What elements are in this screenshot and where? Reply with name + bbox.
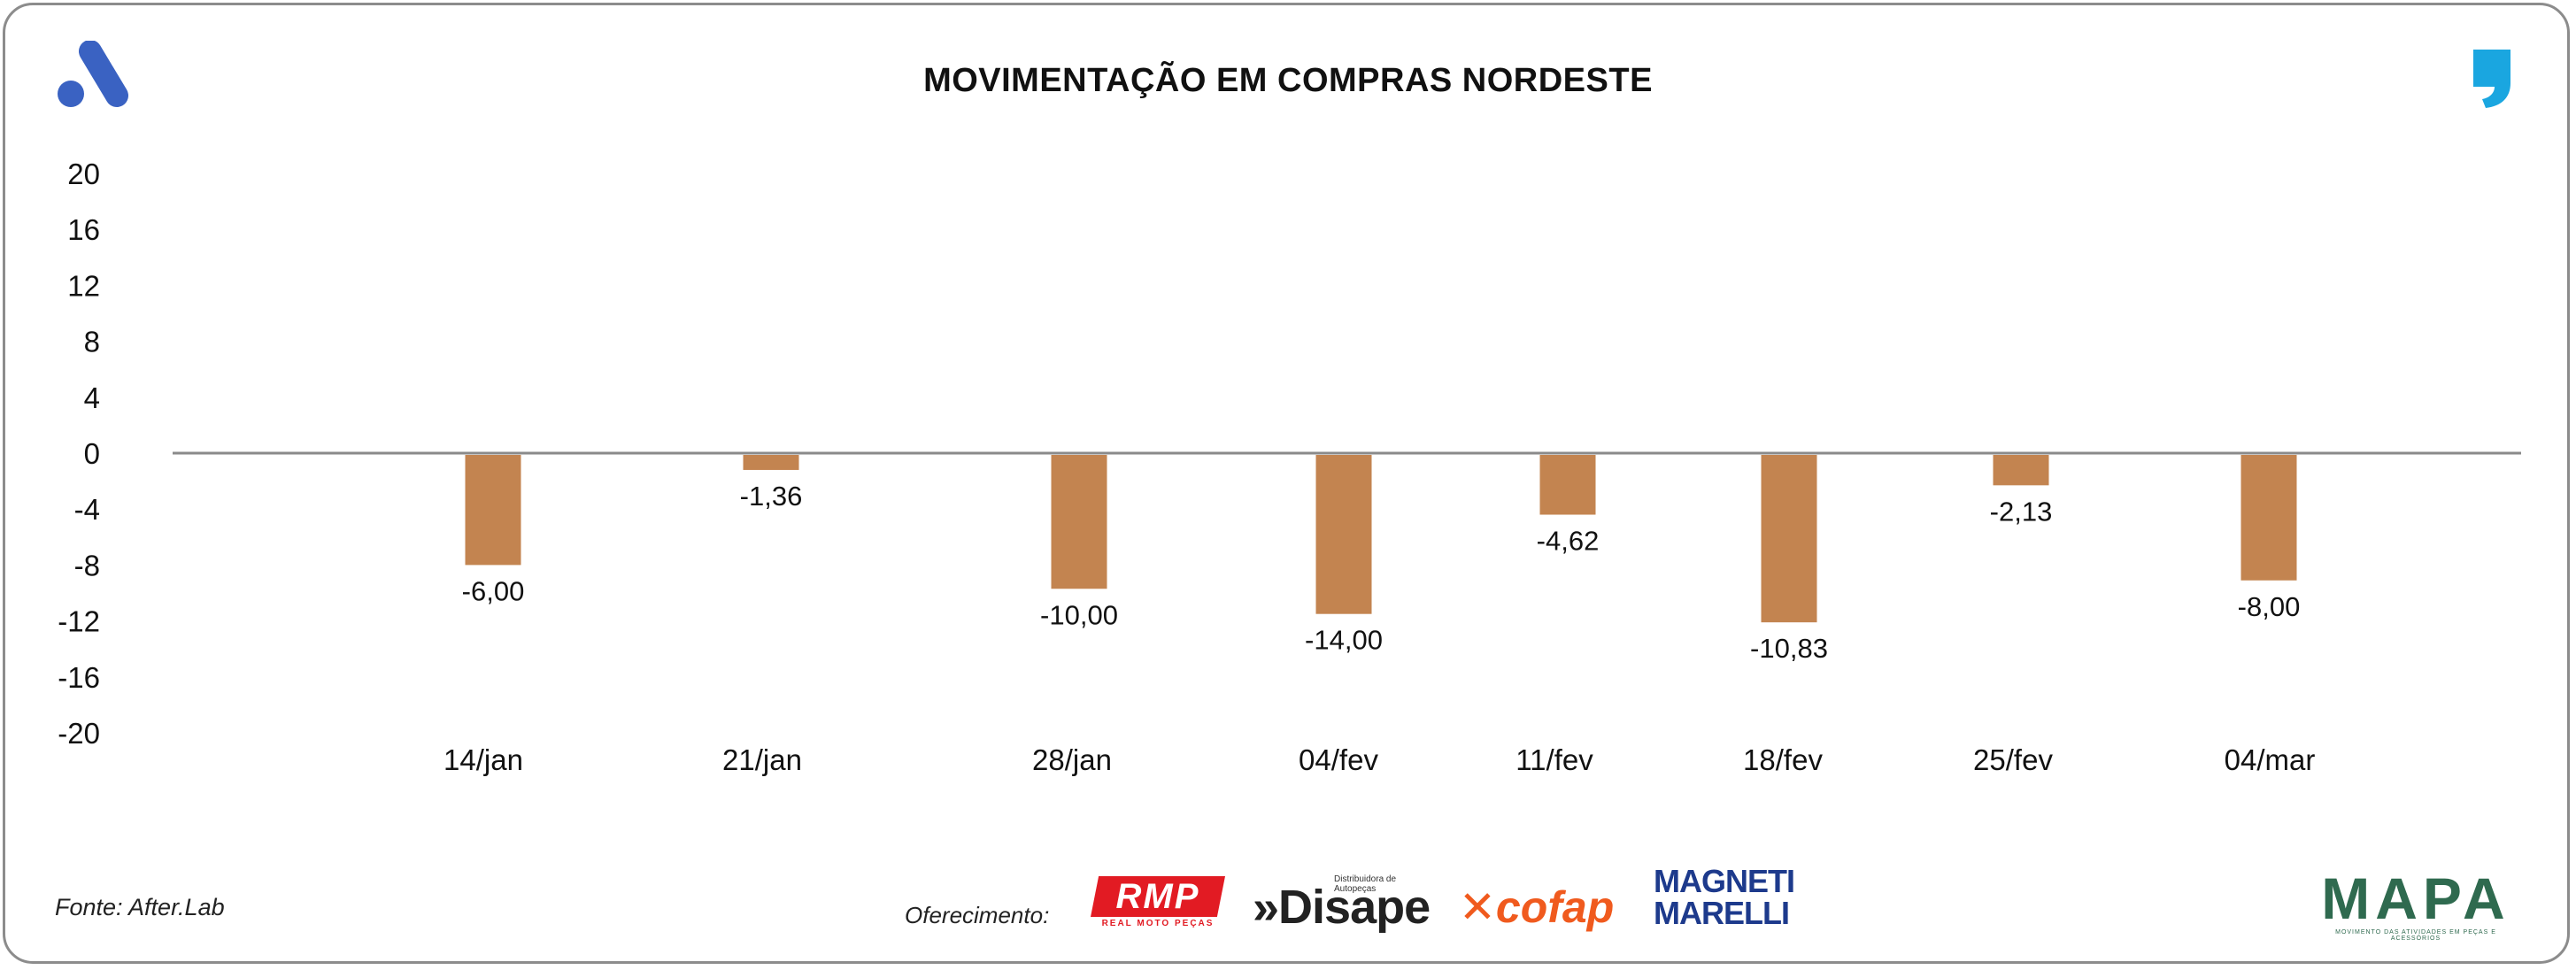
rmp-logo: RMP REAL MOTO PEÇAS — [1091, 876, 1225, 935]
data-label: -4,62 — [1537, 526, 1600, 557]
x-tick-label: 25/fev — [1973, 743, 2053, 776]
comma-logo-icon — [2473, 50, 2510, 108]
y-tick-label: -20 — [58, 717, 100, 750]
y-tick-label: 12 — [67, 269, 100, 302]
chart-title: MOVIMENTAÇÃO EM COMPRAS NORDESTE — [923, 62, 1653, 99]
x-tick-label: 11/fev — [1516, 743, 1593, 776]
rmp-logo-tagline: REAL MOTO PEÇAS — [1101, 919, 1215, 928]
data-label: -8,00 — [2238, 591, 2301, 622]
mapa-logo: MAPA MOVIMENTO DAS ATIVIDADES EM PEÇAS E… — [2314, 866, 2518, 942]
y-tick-label: -12 — [58, 605, 100, 638]
x-tick-label: 21/jan — [722, 743, 802, 776]
bar-04-mar — [2241, 455, 2297, 581]
data-label: -10,00 — [1040, 599, 1118, 630]
data-label: -2,13 — [1990, 496, 2053, 527]
disape-logo-tagline: Distribuidora de Autopeças — [1334, 874, 1397, 894]
x-tick-label: 04/mar — [2225, 743, 2316, 776]
source-note: Fonte: After.Lab — [55, 894, 225, 920]
cofap-x-icon: ✕ — [1459, 882, 1496, 932]
rmp-logo-text: RMP — [1091, 876, 1225, 917]
disape-logo-text: »Disape — [1253, 881, 1431, 934]
y-tick-label: 0 — [84, 437, 100, 470]
bar-28-jan — [1051, 455, 1107, 589]
bar-04-fev — [1315, 455, 1372, 614]
bar-series — [465, 455, 2297, 623]
data-label: -1,36 — [740, 481, 803, 512]
y-tick-label: 4 — [84, 381, 100, 414]
chart-frame — [3, 3, 2570, 964]
y-tick-label: 8 — [84, 326, 100, 358]
bar-14-jan — [465, 455, 521, 566]
data-label: -10,83 — [1750, 633, 1828, 664]
bar-25-fev — [1993, 455, 2049, 486]
x-tick-label: 04/fev — [1299, 743, 1378, 776]
bar-11-fev — [1539, 455, 1596, 515]
bar-18-fev — [1761, 455, 1817, 623]
x-tick-label: 18/fev — [1743, 743, 1823, 776]
y-tick-label: -8 — [74, 549, 100, 581]
data-label: -14,00 — [1305, 625, 1383, 656]
bar-21-jan — [743, 455, 799, 470]
magneti-marelli-logo: MAGNETI MARELLI — [1654, 863, 1795, 936]
x-tick-label: 14/jan — [443, 743, 523, 776]
x-tick-label: 28/jan — [1032, 743, 1112, 776]
after-lab-logo-icon — [58, 41, 128, 107]
cofap-logo: ✕cofap — [1459, 881, 1636, 935]
data-labels: -6,00 -1,36 -10,00 -14,00 -4,62 -10,83 -2,13 -8… — [462, 481, 2301, 664]
sponsor-label: Oferecimento: — [905, 902, 1050, 928]
disape-logo: Distribuidora de Autopeças »Disape — [1253, 874, 1431, 936]
y-axis: 20 16 12 8 4 0 -4 -8 -12 -16 -20 — [58, 158, 100, 750]
y-tick-label: 16 — [67, 213, 100, 246]
magneti-logo-line1: MAGNETI — [1654, 863, 1795, 899]
data-label: -6,00 — [462, 575, 525, 606]
mapa-logo-tagline: MOVIMENTO DAS ATIVIDADES EM PEÇAS E ACES… — [2335, 929, 2496, 942]
y-tick-label: -16 — [58, 661, 100, 694]
y-tick-label: 20 — [67, 158, 100, 190]
x-axis: 14/jan 21/jan 28/jan 04/fev 11/fev 18/fev 25/f… — [443, 743, 2315, 776]
magneti-logo-line2: MARELLI — [1654, 895, 1790, 931]
mapa-logo-text: MAPA — [2321, 866, 2510, 931]
cofap-logo-text: cofap — [1495, 882, 1615, 932]
y-tick-label: -4 — [74, 493, 100, 526]
